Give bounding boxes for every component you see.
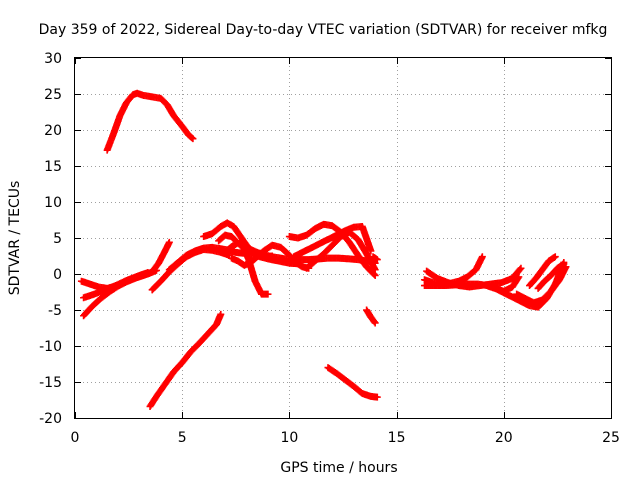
y-tick-label: 20 bbox=[44, 123, 62, 139]
y-tick-label: -10 bbox=[39, 339, 62, 355]
x-tick-label: 15 bbox=[388, 430, 406, 446]
data-point bbox=[560, 260, 568, 268]
series-arc-13 bbox=[290, 222, 375, 261]
series-arc-1 bbox=[103, 89, 197, 154]
data-point bbox=[373, 256, 381, 264]
data-point bbox=[370, 270, 378, 278]
y-tick-label: 5 bbox=[53, 231, 62, 247]
y-tick-label: 30 bbox=[44, 51, 62, 67]
y-tick-label: -15 bbox=[39, 375, 62, 391]
y-tick-label: 15 bbox=[44, 159, 62, 175]
x-tick-label: 5 bbox=[178, 430, 187, 446]
series-arc-22 bbox=[513, 263, 570, 307]
data-point bbox=[217, 310, 225, 318]
y-tick-label: 25 bbox=[44, 87, 62, 103]
data-point bbox=[551, 253, 559, 261]
x-tick-label: 10 bbox=[280, 430, 298, 446]
series-arc-2 bbox=[146, 310, 225, 410]
y-tick-label: -20 bbox=[39, 411, 62, 427]
y-axis-title: SDTVAR / TECUs bbox=[7, 181, 23, 296]
data-layer bbox=[77, 89, 570, 410]
series-arc-14 bbox=[303, 228, 379, 274]
data-point bbox=[264, 290, 272, 298]
data-point bbox=[478, 253, 486, 261]
y-tick-label: 0 bbox=[53, 267, 62, 283]
data-point bbox=[371, 266, 379, 274]
series-arc-11 bbox=[228, 241, 313, 272]
data-point bbox=[517, 264, 525, 272]
series-arc-16 bbox=[363, 306, 379, 327]
axis-ticks: 0 5 10 15 20 25 -20 -15 -10 -5 0 5 10 15 20 25 30 bbox=[39, 51, 620, 446]
data-point bbox=[373, 393, 381, 401]
y-tick-label: -5 bbox=[48, 303, 62, 319]
data-point bbox=[516, 265, 524, 273]
series-arc-15 bbox=[369, 253, 381, 264]
series-arc-5 bbox=[77, 269, 152, 292]
data-point bbox=[188, 134, 196, 142]
series-arc-20 bbox=[423, 264, 525, 291]
data-point bbox=[370, 318, 378, 326]
data-point bbox=[152, 266, 160, 274]
y-tick-label: 10 bbox=[44, 195, 62, 211]
series-arc-17 bbox=[324, 364, 381, 401]
x-axis-title: GPS time / hours bbox=[280, 460, 397, 476]
x-tick-label: 25 bbox=[602, 430, 620, 446]
data-point bbox=[144, 269, 152, 277]
data-point bbox=[371, 319, 379, 327]
series-arc-23 bbox=[526, 253, 559, 290]
x-tick-label: 20 bbox=[495, 430, 513, 446]
chart-title: Day 359 of 2022, Sidereal Day-to-day VTE… bbox=[39, 22, 608, 38]
plot-frame bbox=[74, 57, 612, 419]
series-arc-24 bbox=[534, 260, 568, 292]
data-point bbox=[189, 135, 197, 143]
x-tick-label: 0 bbox=[71, 430, 80, 446]
data-point bbox=[165, 238, 173, 246]
